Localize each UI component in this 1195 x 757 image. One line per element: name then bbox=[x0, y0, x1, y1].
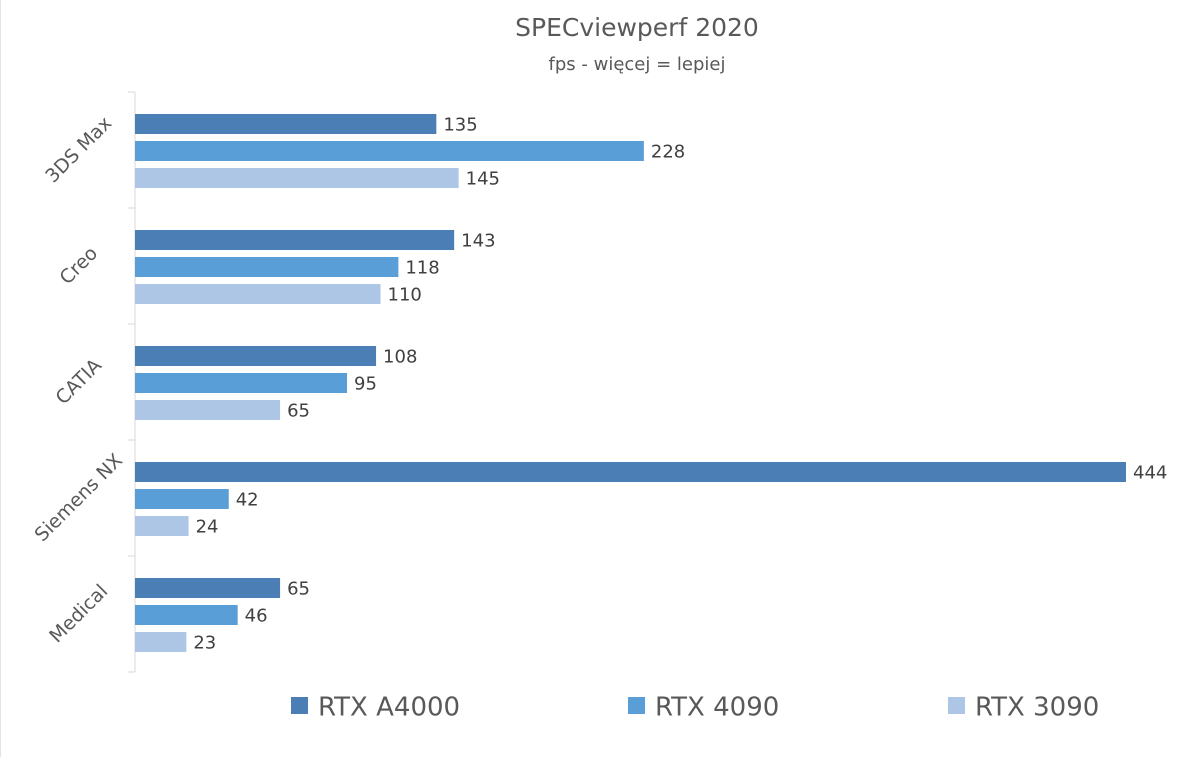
chart-subtitle: fps - więcej = lepiej bbox=[549, 54, 726, 75]
bar bbox=[135, 284, 381, 304]
bar bbox=[135, 516, 189, 536]
chart-title: SPECviewperf 2020 bbox=[515, 13, 759, 42]
legend-swatch bbox=[948, 697, 965, 714]
bar bbox=[135, 605, 238, 625]
data-label: 118 bbox=[405, 258, 439, 279]
data-label: 108 bbox=[383, 347, 417, 368]
data-labels-group: 135 228 145 143 118 110 108 95 65 444 42 24 65 46 23 bbox=[193, 115, 1167, 654]
category-axis: 3DS Max Creo CATIA Siemens NX Medical bbox=[31, 91, 136, 673]
data-label: 95 bbox=[354, 374, 377, 395]
category-label: Siemens NX bbox=[31, 450, 127, 546]
data-label: 24 bbox=[196, 517, 219, 538]
category-label: Medical bbox=[45, 580, 112, 647]
data-label: 143 bbox=[461, 231, 495, 252]
data-label: 46 bbox=[245, 606, 268, 627]
legend-label: RTX 4090 bbox=[655, 693, 779, 723]
bar bbox=[135, 632, 187, 652]
data-label: 145 bbox=[466, 169, 500, 190]
bars-group bbox=[135, 114, 1126, 652]
legend-label: RTX 3090 bbox=[975, 693, 1099, 723]
data-label: 110 bbox=[388, 285, 422, 306]
bar bbox=[135, 578, 281, 598]
legend: RTX A4000 RTX 4090 RTX 3090 bbox=[291, 693, 1099, 723]
bar bbox=[135, 141, 644, 161]
data-label: 444 bbox=[1133, 463, 1167, 484]
legend-swatch bbox=[291, 697, 308, 714]
bar bbox=[135, 489, 229, 509]
category-label: CATIA bbox=[52, 355, 106, 409]
data-label: 135 bbox=[443, 115, 477, 136]
bar bbox=[135, 373, 348, 393]
legend-swatch bbox=[628, 697, 645, 714]
data-label: 42 bbox=[236, 490, 259, 511]
bar bbox=[135, 257, 399, 277]
bar bbox=[135, 230, 455, 250]
data-label: 228 bbox=[651, 142, 685, 163]
category-label: Creo bbox=[55, 242, 102, 289]
bar bbox=[135, 462, 1126, 482]
legend-label: RTX A4000 bbox=[318, 693, 460, 723]
bar bbox=[135, 346, 377, 366]
data-label: 65 bbox=[287, 579, 310, 600]
category-label: 3DS Max bbox=[41, 112, 116, 187]
bar bbox=[135, 400, 281, 420]
data-label: 23 bbox=[193, 633, 216, 654]
bar bbox=[135, 114, 437, 134]
bar bbox=[135, 168, 459, 188]
data-label: 65 bbox=[287, 401, 310, 422]
